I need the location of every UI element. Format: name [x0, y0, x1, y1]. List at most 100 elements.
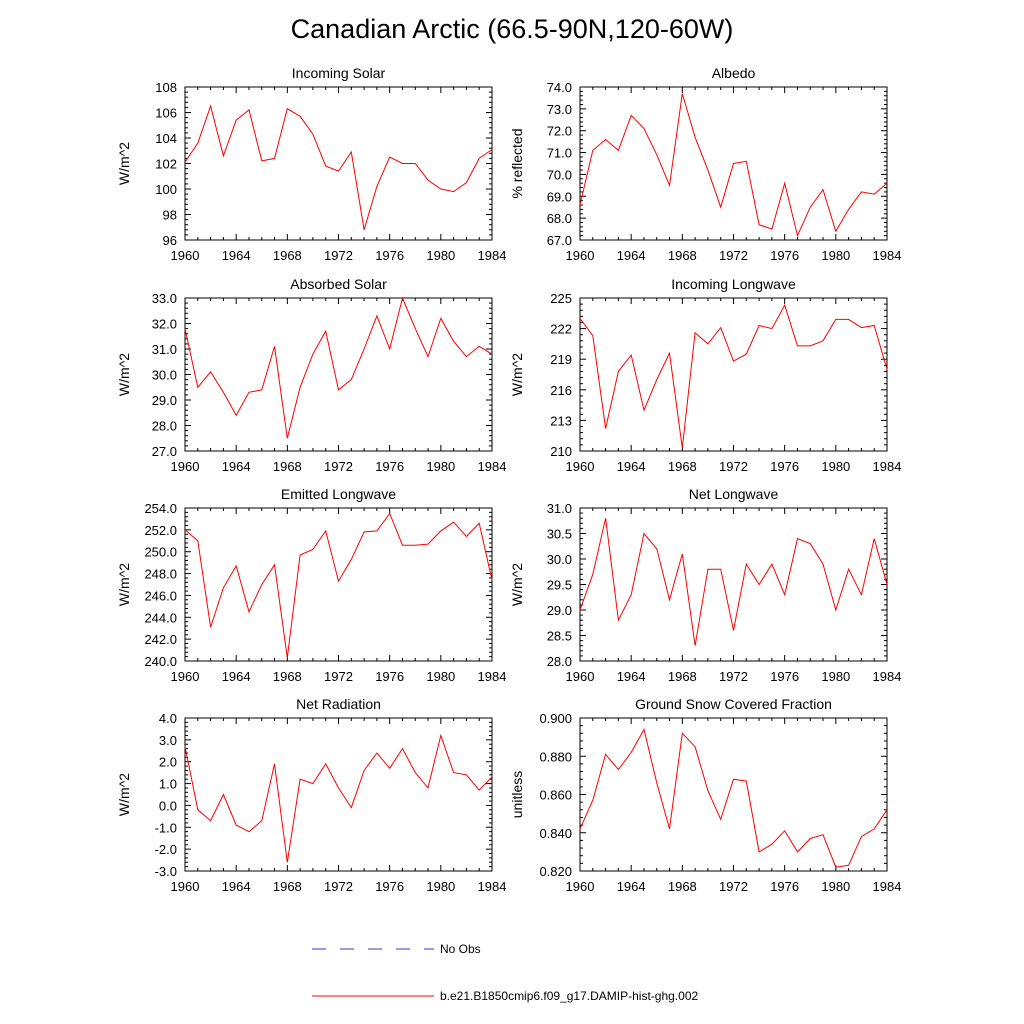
x-tick-label: 1976 — [375, 669, 404, 684]
x-tick-label: 1972 — [719, 248, 748, 263]
x-tick-label: 1980 — [426, 248, 455, 263]
y-tick-label: 254.0 — [144, 501, 177, 516]
panel-title: Incoming Solar — [292, 65, 386, 81]
y-tick-label: 73.0 — [547, 102, 572, 117]
x-tick-label: 1984 — [873, 459, 902, 474]
x-tick-label: 1972 — [719, 459, 748, 474]
y-tick-label: 69.0 — [547, 189, 572, 204]
x-tick-label: 1972 — [719, 669, 748, 684]
x-tick-label: 1964 — [617, 669, 646, 684]
x-tick-label: 1968 — [668, 669, 697, 684]
x-tick-label: 1980 — [821, 248, 850, 263]
series-line-net-radiation — [184, 733, 493, 863]
y-axis-label: W/m^2 — [116, 353, 132, 396]
y-axis-label: W/m^2 — [116, 142, 132, 185]
x-tick-label: 1960 — [566, 248, 595, 263]
y-axis-label: W/m^2 — [509, 353, 525, 396]
y-axis-label: W/m^2 — [116, 773, 132, 816]
y-tick-label: 213 — [550, 413, 572, 428]
x-tick-label: 1984 — [873, 669, 902, 684]
x-tick-label: 1972 — [324, 459, 353, 474]
x-tick-label: 1968 — [668, 879, 697, 894]
panel-frame — [184, 297, 493, 452]
y-tick-label: 242.0 — [144, 632, 177, 647]
panel-frame — [184, 507, 493, 662]
x-tick-label: 1976 — [375, 459, 404, 474]
panel-title: Emitted Longwave — [281, 486, 396, 502]
x-tick-label: 1976 — [770, 879, 799, 894]
x-tick-label: 1968 — [273, 669, 302, 684]
panel-frame — [184, 717, 493, 872]
panel-title: Absorbed Solar — [290, 276, 387, 292]
y-tick-label: 70.0 — [547, 167, 572, 182]
y-tick-label: 2.0 — [159, 755, 177, 770]
x-tick-label: 1964 — [222, 669, 251, 684]
x-tick-label: 1964 — [617, 459, 646, 474]
y-tick-label: 246.0 — [144, 588, 177, 603]
y-tick-label: 28.5 — [547, 629, 572, 644]
panel-frame — [184, 86, 493, 241]
panel-net-radiation: Net Radiation 1960 1964 1968 1972 1976 1980 198… — [116, 696, 506, 894]
y-tick-label: 32.0 — [152, 317, 177, 332]
series-line-incoming-longwave — [579, 303, 888, 448]
y-tick-label: 106 — [155, 106, 177, 121]
y-tick-label: 30.5 — [547, 527, 572, 542]
series-line-ground-snow-covered-fraction — [579, 728, 888, 868]
x-tick-label: 1980 — [821, 459, 850, 474]
y-tick-label: 0.860 — [539, 788, 572, 803]
x-tick-label: 1960 — [171, 669, 200, 684]
y-tick-label: 250.0 — [144, 545, 177, 560]
y-tick-label: 68.0 — [547, 211, 572, 226]
y-tick-label: 1.0 — [159, 777, 177, 792]
x-tick-label: 1984 — [478, 669, 507, 684]
x-tick-label: 1964 — [617, 879, 646, 894]
y-tick-label: 3.0 — [159, 733, 177, 748]
x-tick-label: 1964 — [222, 879, 251, 894]
y-tick-label: 0.820 — [539, 864, 572, 879]
x-tick-label: 1960 — [566, 669, 595, 684]
y-tick-label: 0.880 — [539, 749, 572, 764]
series-line-net-longwave — [579, 518, 888, 646]
x-tick-label: 1976 — [375, 248, 404, 263]
series-line-albedo — [579, 93, 888, 238]
y-tick-label: 219 — [550, 352, 572, 367]
y-tick-label: 28.0 — [152, 419, 177, 434]
panel-frame — [579, 507, 888, 662]
panel-net-longwave: Net Longwave 1960 1964 1968 1972 1976 1980 1984… — [509, 486, 901, 684]
y-tick-label: 244.0 — [144, 610, 177, 625]
panel-frame — [579, 717, 888, 872]
y-tick-label: -2.0 — [155, 842, 177, 857]
y-tick-label: 210 — [550, 444, 572, 459]
y-tick-label: 29.0 — [152, 393, 177, 408]
y-tick-label: 252.0 — [144, 523, 177, 538]
y-axis-label: % reflected — [509, 128, 525, 198]
y-tick-label: -1.0 — [155, 820, 177, 835]
y-tick-label: 102 — [155, 157, 177, 172]
panel-albedo: Albedo 1960 1964 1968 1972 1976 1980 1984 67.0 68… — [509, 65, 901, 263]
y-tick-label: 71.0 — [547, 146, 572, 161]
panel-emitted-longwave: Emitted Longwave 1960 1964 1968 1972 1976 1980… — [116, 486, 506, 684]
series-line-emitted-longwave — [184, 512, 493, 658]
series-line-absorbed-solar — [184, 296, 493, 439]
panel-title: Incoming Longwave — [671, 276, 796, 292]
x-tick-label: 1964 — [617, 248, 646, 263]
panel-incoming-longwave: Incoming Longwave 1960 1964 1968 1972 1976 198… — [509, 276, 901, 474]
x-tick-label: 1984 — [478, 879, 507, 894]
y-tick-label: 0.900 — [539, 711, 572, 726]
x-tick-label: 1964 — [222, 459, 251, 474]
y-tick-label: 96 — [163, 233, 177, 248]
x-tick-label: 1976 — [770, 248, 799, 263]
y-tick-label: 248.0 — [144, 567, 177, 582]
x-tick-label: 1968 — [273, 879, 302, 894]
x-tick-label: 1984 — [873, 879, 902, 894]
y-tick-label: -3.0 — [155, 864, 177, 879]
x-tick-label: 1980 — [426, 459, 455, 474]
x-tick-label: 1960 — [171, 248, 200, 263]
x-tick-label: 1960 — [171, 879, 200, 894]
y-tick-label: 74.0 — [547, 80, 572, 95]
y-tick-label: 29.0 — [547, 603, 572, 618]
x-tick-label: 1960 — [171, 459, 200, 474]
y-tick-label: 240.0 — [144, 654, 177, 669]
